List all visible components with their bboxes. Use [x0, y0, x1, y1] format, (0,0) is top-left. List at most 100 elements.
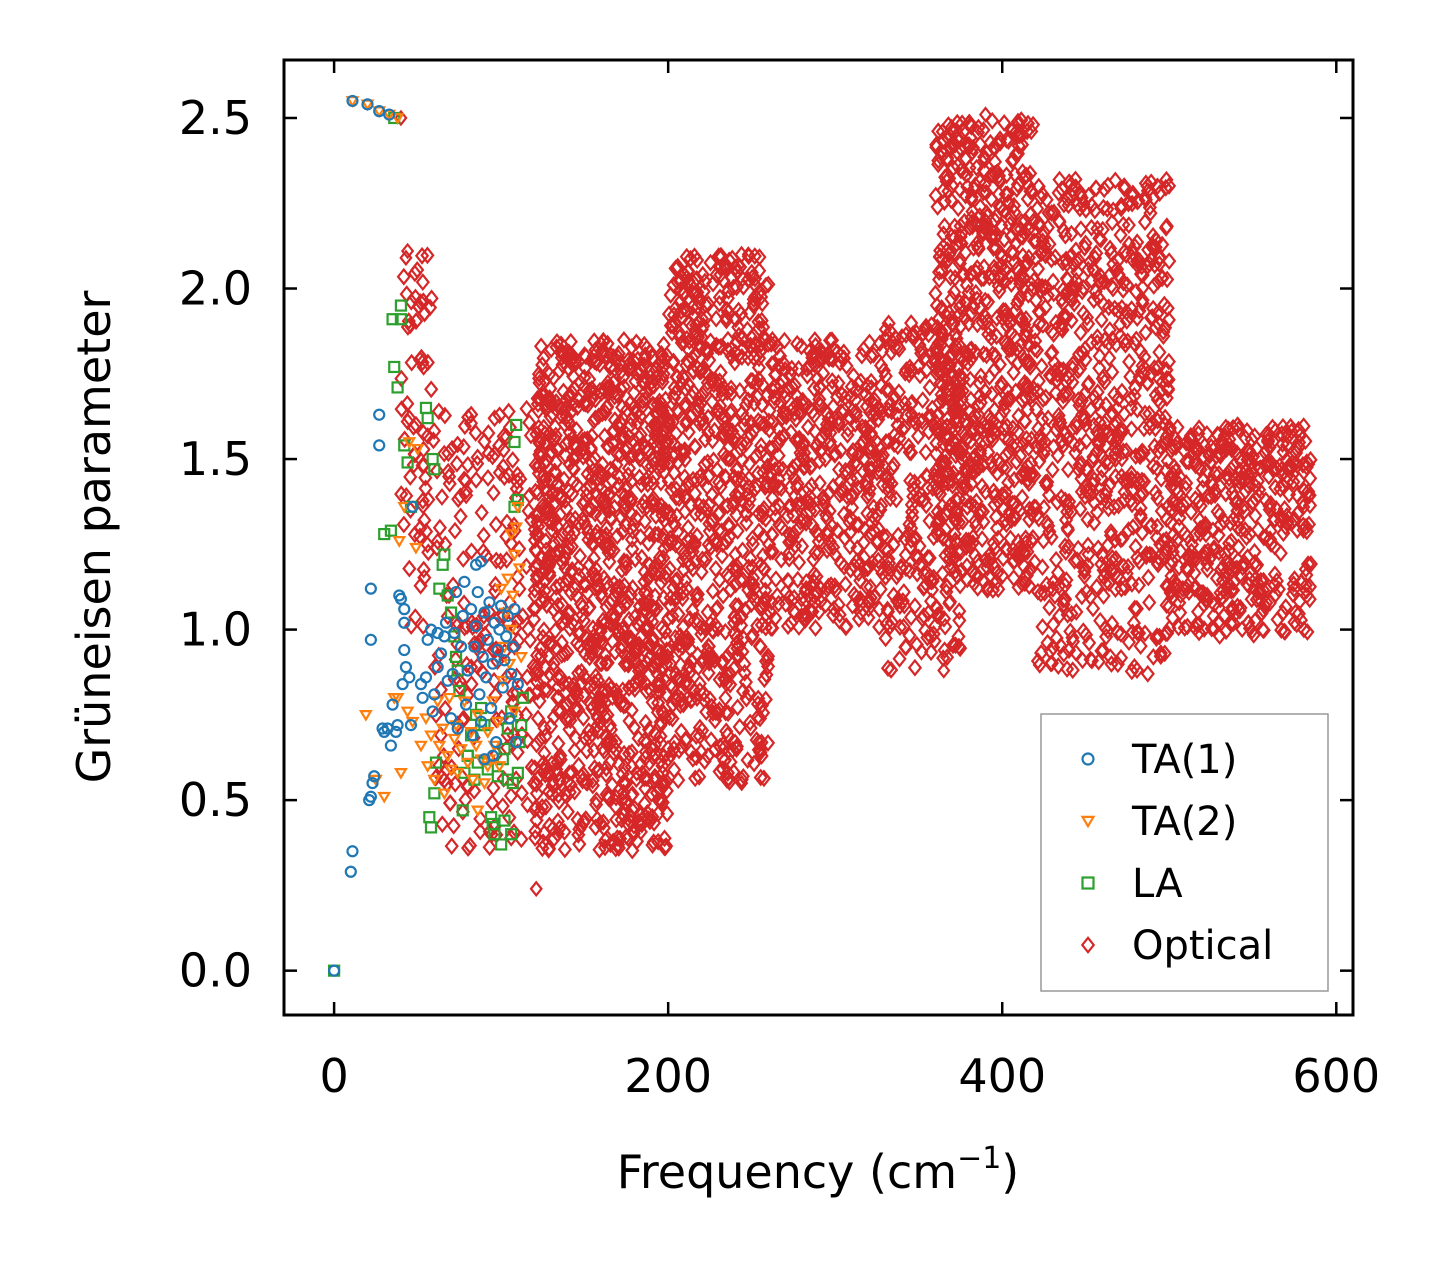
point-optical: [693, 336, 708, 355]
point-optical: [898, 545, 913, 564]
point-optical: [1121, 216, 1136, 235]
point-optical: [1022, 500, 1037, 519]
point-optical: [578, 517, 594, 536]
point-optical: [1071, 391, 1086, 409]
point-optical: [609, 682, 624, 701]
point-optical: [979, 346, 994, 365]
point-optical: [1035, 558, 1050, 577]
point-optical: [1012, 310, 1027, 329]
point-optical: [715, 385, 730, 404]
point-ta-2: [500, 573, 515, 586]
point-optical: [611, 344, 626, 363]
point-optical: [710, 619, 726, 638]
point-optical: [705, 582, 720, 601]
point-ta-2: [510, 501, 525, 514]
point-optical: [1160, 270, 1175, 289]
point-optical: [629, 363, 644, 382]
point-optical: [697, 430, 713, 449]
point-optical: [1158, 178, 1173, 197]
point-optical: [1231, 420, 1246, 439]
point-optical: [470, 448, 485, 467]
point-optical: [1148, 386, 1163, 405]
point-optical: [642, 410, 658, 429]
point-optical: [853, 436, 868, 455]
point-optical: [1065, 355, 1080, 374]
point-optical: [1048, 313, 1064, 332]
point-optical: [1061, 492, 1077, 511]
point-optical: [572, 547, 588, 566]
point-optical: [1001, 473, 1016, 492]
point-ta-2: [492, 761, 507, 773]
point-optical: [1249, 439, 1264, 458]
point-optical: [681, 262, 696, 281]
point-optical: [662, 413, 677, 432]
point-optical: [719, 722, 734, 741]
point-optical: [572, 820, 587, 839]
point-optical: [1298, 560, 1313, 579]
point-la: [511, 493, 524, 507]
point-optical: [510, 743, 525, 762]
point-ta-2: [410, 443, 425, 456]
point-ta-2: [409, 542, 423, 555]
point-optical: [802, 458, 818, 477]
point-optical: [899, 407, 914, 425]
point-optical: [866, 521, 882, 540]
point-optical: [957, 292, 972, 311]
point-optical: [1056, 386, 1071, 405]
plot-points: [328, 94, 1318, 977]
point-optical: [1005, 436, 1020, 455]
point-optical: [1090, 383, 1105, 402]
point-optical: [619, 477, 634, 496]
point-optical: [642, 649, 657, 668]
point-optical: [920, 478, 935, 497]
point-la: [505, 828, 518, 841]
point-optical: [814, 440, 829, 459]
point-optical: [1030, 259, 1046, 278]
point-optical: [558, 435, 573, 453]
point-optical: [923, 643, 939, 662]
point-optical: [1206, 541, 1222, 560]
point-optical: [944, 289, 959, 308]
point-optical: [1168, 574, 1184, 593]
point-optical: [1092, 413, 1107, 432]
point-optical: [1191, 458, 1207, 477]
point-optical: [668, 424, 684, 443]
point-optical: [762, 535, 777, 554]
point-optical: [588, 795, 604, 814]
point-optical: [612, 354, 628, 373]
point-optical: [810, 369, 825, 388]
point-optical: [977, 150, 992, 169]
point-optical: [880, 659, 896, 678]
point-ta-2: [435, 723, 450, 736]
point-optical: [859, 421, 874, 440]
point-optical: [661, 305, 677, 324]
point-optical: [435, 815, 450, 834]
point-optical: [1254, 604, 1269, 622]
point-optical: [963, 305, 979, 323]
point-optical: [1213, 583, 1228, 602]
point-optical: [799, 573, 814, 591]
point-optical: [887, 435, 902, 454]
point-optical: [472, 642, 487, 661]
point-optical: [1064, 604, 1079, 623]
point-optical: [1052, 213, 1067, 232]
point-optical: [1107, 564, 1122, 583]
point-optical: [663, 508, 679, 527]
point-optical: [772, 429, 787, 448]
point-optical: [1157, 318, 1173, 337]
point-optical: [1014, 466, 1029, 485]
point-optical: [861, 599, 876, 618]
point-optical: [1150, 411, 1165, 430]
point-optical: [1191, 440, 1206, 459]
point-optical: [400, 394, 415, 413]
point-optical: [841, 420, 856, 439]
point-optical: [463, 414, 479, 433]
point-optical: [1058, 226, 1073, 245]
point-optical: [1011, 578, 1026, 597]
point-optical: [1111, 389, 1126, 408]
point-ta-2: [465, 774, 480, 787]
point-optical: [1019, 353, 1034, 372]
y-tick-label: 0.0: [179, 944, 252, 998]
point-optical: [939, 418, 955, 436]
point-optical: [718, 467, 733, 486]
